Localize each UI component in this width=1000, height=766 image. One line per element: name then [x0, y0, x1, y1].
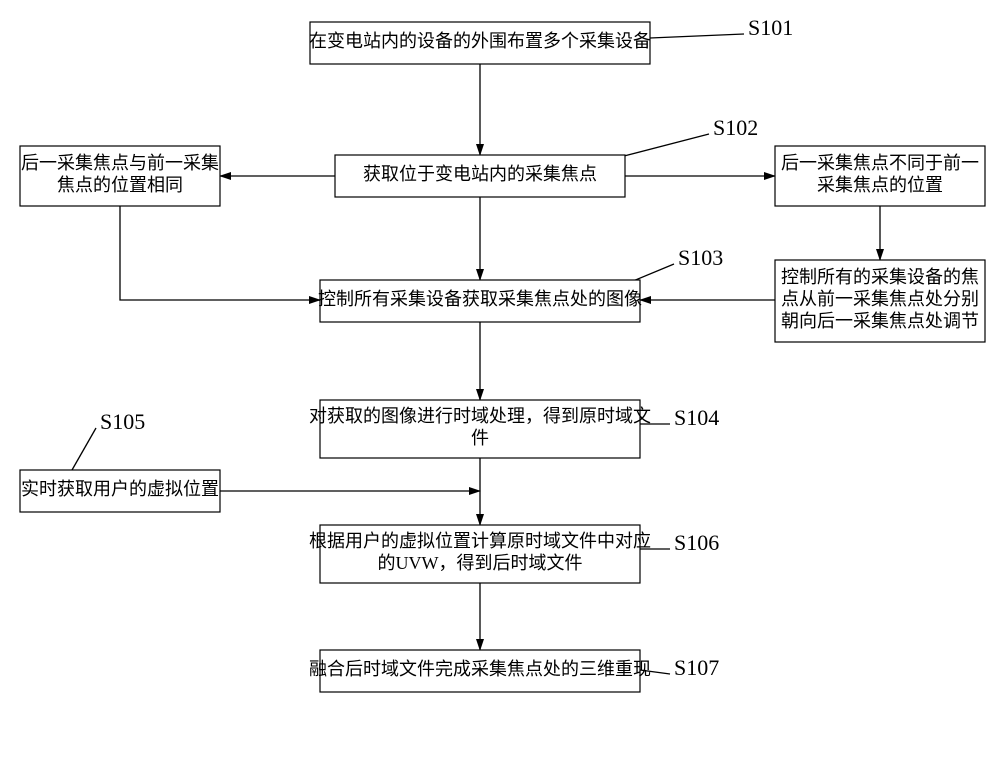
flow-node-label: 件: [471, 428, 489, 448]
flow-node: 获取位于变电站内的采集焦点: [335, 155, 625, 197]
flow-node-label: 控制所有采集设备获取采集焦点处的图像: [318, 289, 642, 309]
flow-edge: [120, 206, 320, 300]
flow-node-label: 点从前一采集焦点处分别: [781, 289, 979, 309]
flow-node-label: 焦点的位置相同: [57, 175, 183, 195]
flow-node-label: 在变电站内的设备的外围布置多个采集设备: [309, 31, 651, 51]
flow-node: 对获取的图像进行时域处理，得到原时域文件: [309, 400, 651, 458]
flow-node-label: 实时获取用户的虚拟位置: [21, 479, 219, 499]
step-label: S102: [713, 115, 758, 140]
flow-node-label: 后一采集焦点不同于前一: [781, 153, 979, 173]
step-leader-line: [650, 34, 744, 38]
flow-node-label: 获取位于变电站内的采集焦点: [363, 164, 597, 184]
flow-node: 后一采集焦点不同于前一采集焦点的位置: [775, 146, 985, 206]
flow-node-label: 控制所有的采集设备的焦: [781, 267, 979, 287]
flowchart-canvas: 在变电站内的设备的外围布置多个采集设备获取位于变电站内的采集焦点 后一采集焦点与前…: [0, 0, 1000, 766]
flow-node-label: 根据用户的虚拟位置计算原时域文件中对应: [309, 531, 651, 551]
flow-node: 在变电站内的设备的外围布置多个采集设备: [309, 22, 651, 64]
flow-node-label: 朝向后一采集焦点处调节: [781, 311, 979, 331]
step-leader-line: [624, 134, 709, 156]
flow-node-label: 对获取的图像进行时域处理，得到原时域文: [309, 406, 651, 426]
flow-node-label: 采集焦点的位置: [817, 175, 943, 195]
step-leader-line: [633, 264, 674, 281]
step-label: S106: [674, 530, 719, 555]
flow-node: 融合后时域文件完成采集焦点处的三维重现: [309, 650, 651, 692]
step-label: S103: [678, 245, 723, 270]
flow-node: 后一采集焦点与前一采集焦点的位置相同: [20, 146, 220, 206]
flow-node-label: 融合后时域文件完成采集焦点处的三维重现: [309, 659, 651, 679]
flow-node: 实时获取用户的虚拟位置: [20, 470, 220, 512]
step-label: S104: [674, 405, 719, 430]
nodes-group: 在变电站内的设备的外围布置多个采集设备获取位于变电站内的采集焦点 后一采集焦点与前…: [20, 22, 985, 692]
step-label: S101: [748, 15, 793, 40]
step-label: S107: [674, 655, 719, 680]
flow-node: 根据用户的虚拟位置计算原时域文件中对应的UVW，得到后时域文件: [309, 525, 651, 583]
step-label: S105: [100, 409, 145, 434]
flow-node-label: 后一采集焦点与前一采集: [21, 153, 219, 173]
flow-node: 控制所有的采集设备的焦点从前一采集焦点处分别朝向后一采集焦点处调节: [775, 260, 985, 342]
flow-node: 控制所有采集设备获取采集焦点处的图像: [318, 280, 642, 322]
step-leader-line: [72, 428, 96, 470]
flow-node-label: 的UVW，得到后时域文件: [378, 553, 583, 573]
